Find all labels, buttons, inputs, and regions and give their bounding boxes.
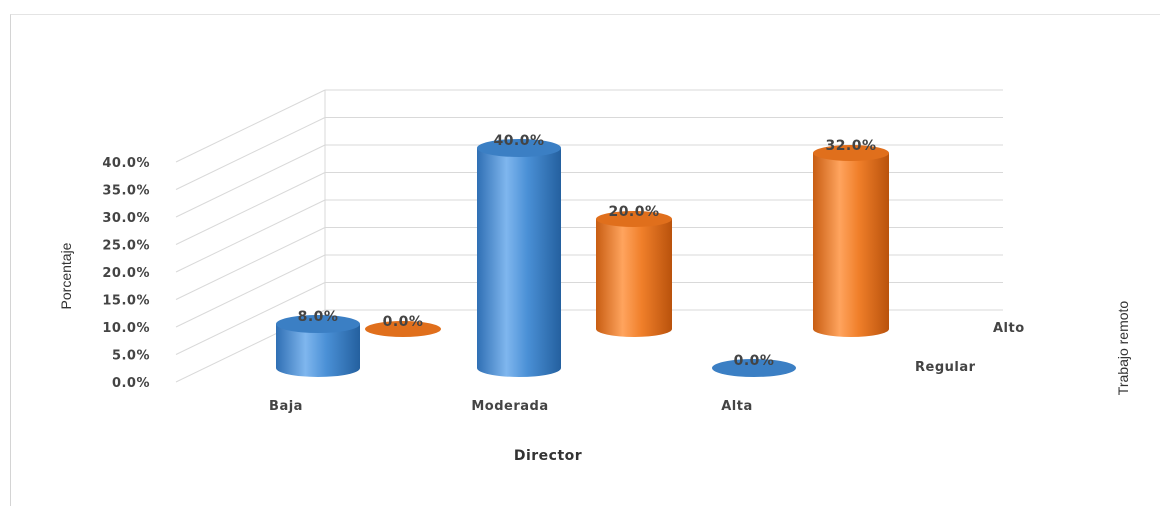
z-axis-title: Trabajo remoto (1115, 301, 1131, 396)
y-tick-label: 5.0% (112, 349, 150, 364)
y-tick-label: 40.0% (102, 156, 150, 171)
cylinder-body (477, 148, 561, 377)
x-tick-label: Alta (721, 399, 753, 414)
gridline-side (175, 89, 326, 163)
data-label: 40.0% (493, 133, 544, 149)
series-label-regular: Regular (915, 360, 976, 375)
cylinder-body (596, 219, 672, 337)
cylinder-body (813, 153, 889, 337)
bars: 0.0% 20.0% 32.0% 8.0% 40.0% 0.0% (276, 133, 889, 377)
bar-alto-baja: 0.0% (365, 314, 441, 337)
y-tick-label: 10.0% (102, 321, 150, 336)
cylinder-top (813, 145, 889, 161)
gridline-side (175, 254, 326, 328)
bar-regular-moderada: 40.0% (477, 133, 561, 377)
x-tick-label: Baja (269, 399, 303, 414)
gridline-side (175, 282, 326, 355)
data-label: 32.0% (825, 138, 876, 154)
cylinder-top (365, 321, 441, 337)
data-label: 8.0% (298, 309, 339, 325)
x-tick-labels: Baja Moderada Alta (269, 399, 753, 414)
cylinder-top (712, 359, 796, 377)
x-axis-title: Director (514, 448, 582, 464)
y-tick-label: 25.0% (102, 239, 150, 254)
data-label: 20.0% (608, 204, 659, 220)
bar-alto-alta: 32.0% (813, 138, 889, 337)
cylinder-top (477, 139, 561, 157)
data-label: 0.0% (734, 353, 775, 369)
gridline-side (175, 199, 326, 273)
y-tick-label: 35.0% (102, 184, 150, 199)
series-label-alto: Alto (993, 321, 1025, 336)
cylinder-top (596, 211, 672, 227)
y-axis-title: Porcentaje (58, 242, 74, 309)
y-tick-labels: 0.0% 5.0% 10.0% 15.0% 20.0% 25.0% 30.0% 35.0% 40… (102, 156, 150, 391)
y-tick-label: 0.0% (112, 376, 150, 391)
data-label: 0.0% (383, 314, 424, 330)
gridline-side (175, 227, 326, 300)
y-tick-label: 15.0% (102, 294, 150, 309)
cylinder-body (276, 324, 360, 377)
y-tick-label: 20.0% (102, 266, 150, 281)
gridline-side (175, 144, 326, 218)
series-labels: Regular Alto (915, 321, 1025, 375)
bar-regular-alta: 0.0% (712, 353, 796, 377)
gridlines (175, 89, 1003, 383)
y-tick-label: 30.0% (102, 211, 150, 226)
bar-regular-baja: 8.0% (276, 309, 360, 377)
gridline-side (175, 117, 326, 190)
x-tick-label: Moderada (471, 399, 548, 414)
gridline-side (175, 172, 326, 245)
bar-alto-moderada: 20.0% (596, 204, 672, 337)
cylinder-top (276, 315, 360, 333)
chart-frame (10, 14, 1160, 506)
